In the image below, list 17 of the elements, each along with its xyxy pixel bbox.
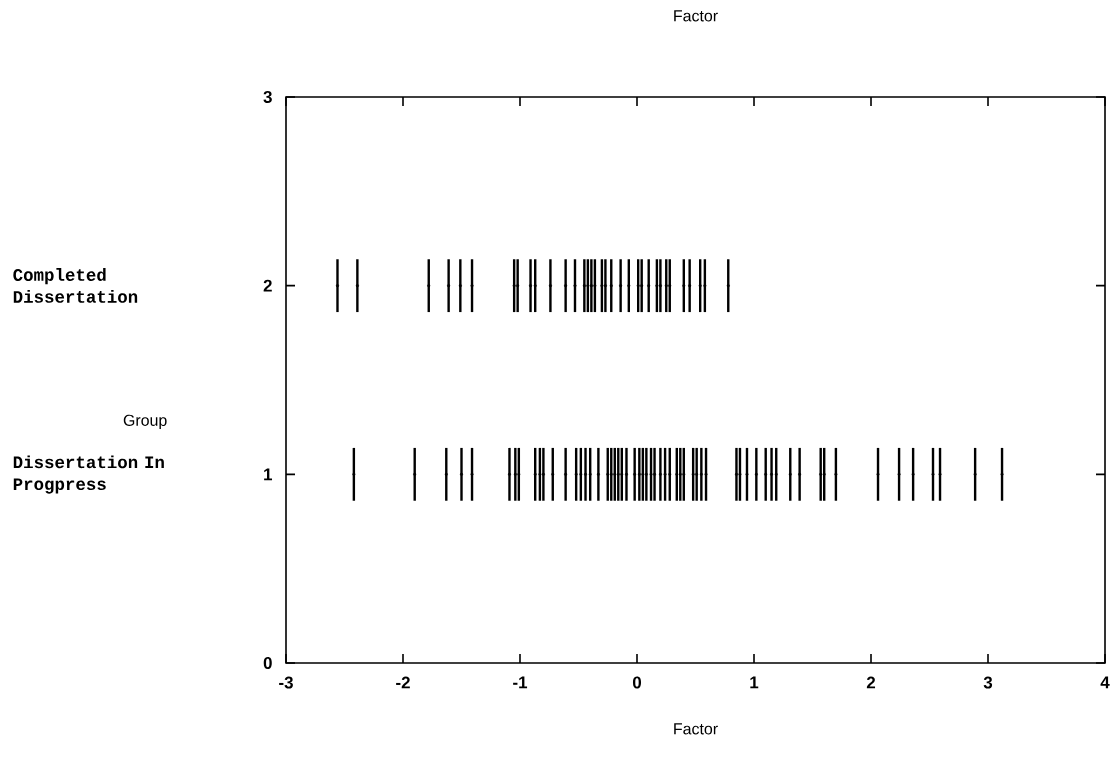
y-tick-label: 0 (263, 657, 272, 669)
y-tick-label: 2 (263, 279, 272, 292)
x-tick-label: 3 (983, 676, 993, 689)
x-axis-title: Factor (674, 723, 718, 735)
chart-title: Factor (674, 10, 718, 22)
y-tick-label: 3 (263, 90, 272, 103)
x-tick-label: 4 (1100, 676, 1110, 689)
x-tick-label: -3 (279, 676, 293, 689)
text: Dissertation In Progpress (13, 455, 164, 494)
text: Group (123, 414, 167, 430)
x-tick-label: 2 (866, 676, 876, 689)
x-tick-label: 1 (750, 676, 759, 689)
y-tick-label: 1 (264, 468, 273, 481)
x-tick-label: -2 (396, 676, 410, 689)
x-tick-label: -1 (513, 676, 528, 689)
x-tick-label: 0 (632, 676, 642, 689)
text: Completed Dissertation (13, 268, 138, 303)
